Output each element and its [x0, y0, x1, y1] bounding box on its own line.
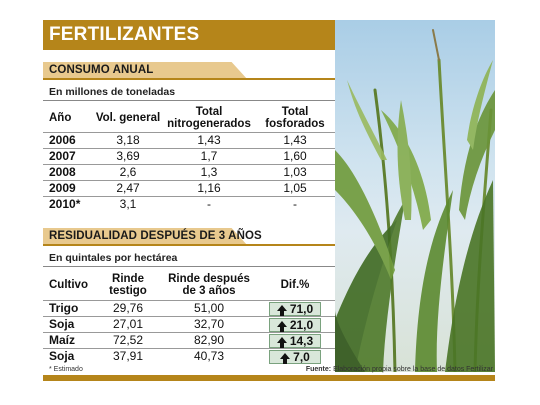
source-text: Elaboración propia sobre la base de dato… — [333, 366, 493, 373]
bottom-bar — [43, 375, 495, 381]
col-header: Dif.% — [280, 278, 310, 291]
table-cell: 1,3 — [163, 163, 255, 180]
table-cell: 2010* — [43, 195, 93, 212]
table-cell: 32,70 — [163, 315, 255, 332]
infographic-title: FERTILIZANTES — [49, 24, 200, 45]
col-header-line: Rinde después — [168, 272, 250, 285]
table-cell: 14,3 — [255, 331, 335, 348]
dif-badge: 14,3 — [269, 333, 321, 348]
col-header: Total nitrogenerados — [163, 104, 255, 132]
up-arrow-icon — [276, 336, 287, 348]
section-header-consumo: CONSUMO ANUAL — [43, 62, 335, 80]
table-cell: 71,0 — [255, 299, 335, 316]
col-header-line: Rinde — [112, 272, 144, 285]
table-cell: 1,60 — [255, 147, 335, 164]
unit-residualidad: En quintales por hectárea — [49, 252, 178, 264]
table-cell: 1,16 — [163, 179, 255, 196]
table-cell: 3,18 — [93, 131, 163, 148]
dif-badge: 7,0 — [269, 349, 321, 364]
table-cell: 2009 — [43, 179, 93, 196]
table-cell: 37,91 — [93, 347, 163, 364]
table-cell: 2008 — [43, 163, 93, 180]
table-cell: Soja — [43, 347, 93, 364]
up-arrow-icon — [276, 320, 287, 332]
col-header-line: Total — [281, 105, 309, 118]
table-cell: 2006 — [43, 131, 93, 148]
col-header-line: testigo — [109, 284, 147, 297]
table-row: Soja 37,91 40,73 7,0 — [43, 347, 335, 364]
table-cell: - — [163, 195, 255, 212]
table-cell: 72,52 — [93, 331, 163, 348]
table-cell: 3,1 — [93, 195, 163, 212]
table-row: Soja 27,01 32,70 21,0 — [43, 315, 335, 332]
dif-value: 21,0 — [289, 317, 314, 332]
table-cell: 1,43 — [163, 131, 255, 148]
table-row: 2007 3,69 1,7 1,60 — [43, 147, 335, 164]
table-cell: Maíz — [43, 331, 93, 348]
table-cell: 1,03 — [255, 163, 335, 180]
col-header-line: nitrogenerados — [167, 117, 251, 130]
table-cell: 3,69 — [93, 147, 163, 164]
up-arrow-icon — [276, 304, 287, 316]
col-header: Rinde después de 3 años — [163, 270, 255, 300]
source-label: Fuente: — [305, 366, 332, 373]
section-title-residualidad: RESIDUALIDAD DESPUÉS DE 3 AÑOS — [49, 230, 262, 242]
table-row: 2009 2,47 1,16 1,05 — [43, 179, 335, 196]
dif-value: 7,0 — [293, 349, 310, 364]
table-row: 2010* 3,1- - — [43, 195, 335, 212]
col-header: Rinde testigo — [93, 270, 163, 300]
table-row: 2006 3,18 1,43 1,43 — [43, 131, 335, 148]
table-cell: Soja — [43, 315, 93, 332]
table-cell: 40,73 — [163, 347, 255, 364]
infographic: FERTILIZANTES — [43, 20, 495, 384]
crop-photo — [335, 20, 495, 372]
footnote: * Estimado — [49, 366, 83, 373]
table-cell: 21,0 — [255, 315, 335, 332]
table-row: Trigo 29,76 51,00 71,0 — [43, 299, 335, 316]
table-cell: 29,76 — [93, 299, 163, 316]
table-cell: 2,47 — [93, 179, 163, 196]
dif-value: 71,0 — [289, 301, 314, 316]
table-cell: 1,43 — [255, 131, 335, 148]
section-title-consumo: CONSUMO ANUAL — [49, 64, 154, 76]
unit-consumo: En millones de toneladas — [49, 86, 176, 98]
table-consumo: Año Vol. general Total nitrogenerados Tot… — [43, 104, 335, 212]
table-cell: 2007 — [43, 147, 93, 164]
col-header: Total fosforados — [255, 104, 335, 132]
col-header-line: fosforados — [265, 117, 325, 130]
col-header: Cultivo — [49, 278, 88, 291]
table-cell: Trigo — [43, 299, 93, 316]
table-cell: 51,00 — [163, 299, 255, 316]
col-header-line: de 3 años — [182, 284, 236, 297]
table-cell: 7,0 — [255, 347, 335, 364]
dif-value: 14,3 — [289, 333, 314, 348]
table-cell: - — [255, 195, 335, 212]
table-cell: 1,7 — [163, 147, 255, 164]
title-bar: FERTILIZANTES — [43, 20, 335, 50]
table-row: 2008 2,6 1,3 1,03 — [43, 163, 335, 180]
table-residualidad: Cultivo Rinde testigo Rinde después de 3 a… — [43, 270, 335, 364]
section-header-residualidad: RESIDUALIDAD DESPUÉS DE 3 AÑOS — [43, 228, 335, 246]
up-arrow-icon — [280, 352, 291, 364]
table-cell: 82,90 — [163, 331, 255, 348]
crop-leaves-illustration — [335, 29, 495, 372]
dif-badge: 21,0 — [269, 317, 321, 332]
dif-badge: 71,0 — [269, 301, 321, 316]
table-cell: 1,05 — [255, 179, 335, 196]
col-header: Año — [49, 111, 72, 124]
source-note: Fuente: Elaboración propia sobre la base… — [306, 366, 493, 373]
table-row: Maíz 72,52 82,90 14,3 — [43, 331, 335, 348]
col-header: Vol. general — [95, 111, 161, 124]
table-cell: 27,01 — [93, 315, 163, 332]
col-header-line: Total — [195, 105, 223, 118]
table-cell: 2,6 — [93, 163, 163, 180]
